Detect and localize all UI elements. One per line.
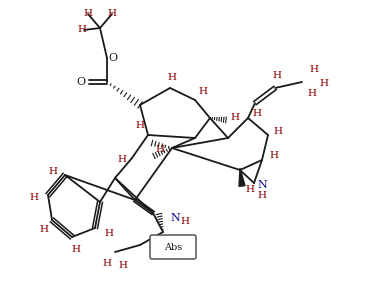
FancyBboxPatch shape — [150, 235, 196, 259]
Text: H: H — [103, 259, 111, 269]
Text: H: H — [72, 245, 80, 253]
Text: H: H — [310, 65, 318, 75]
Text: H: H — [155, 146, 165, 154]
Text: Abs: Abs — [164, 243, 182, 251]
Text: H: H — [320, 79, 328, 88]
Text: H: H — [117, 156, 127, 164]
Text: H: H — [107, 9, 117, 18]
Text: O: O — [108, 53, 118, 63]
Text: H: H — [269, 152, 279, 160]
Text: O: O — [76, 77, 86, 87]
Text: H: H — [30, 193, 38, 201]
Text: H: H — [273, 127, 283, 135]
Text: H: H — [83, 9, 93, 18]
Text: N: N — [170, 213, 180, 223]
Text: H: H — [199, 88, 207, 96]
Text: H: H — [272, 71, 282, 80]
Polygon shape — [239, 168, 245, 186]
Text: H: H — [231, 113, 239, 123]
Text: N: N — [257, 180, 267, 190]
Text: H: H — [48, 166, 58, 175]
Text: H: H — [245, 185, 255, 195]
Text: H: H — [77, 26, 86, 34]
Text: H: H — [104, 230, 114, 238]
Text: H: H — [180, 218, 190, 226]
Text: H: H — [168, 73, 176, 82]
Text: H: H — [307, 90, 317, 98]
Text: H: H — [252, 108, 262, 117]
Text: H: H — [39, 226, 48, 234]
Text: H: H — [258, 191, 266, 199]
Text: H: H — [135, 121, 145, 129]
Text: H: H — [118, 261, 128, 271]
